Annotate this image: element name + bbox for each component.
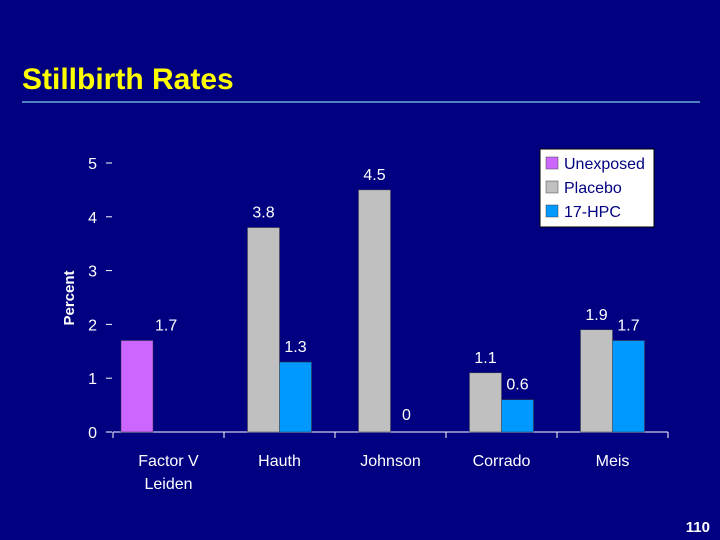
y-tick-label: 2 <box>88 317 97 334</box>
bar-placebo <box>469 372 502 433</box>
y-axis-label: Percent <box>61 270 78 325</box>
bar-unexposed <box>120 340 154 433</box>
x-tick-label: Johnson <box>360 453 421 470</box>
x-tick-label: Factor V <box>138 453 199 470</box>
legend-label: Unexposed <box>564 156 645 173</box>
page-number: 110 <box>685 519 710 536</box>
slide-title: Stillbirth Rates <box>22 63 234 96</box>
y-tick-label: 4 <box>88 210 97 227</box>
data-label: 1.1 <box>474 350 496 367</box>
bar-placebo <box>580 329 613 433</box>
data-label: 4.5 <box>363 167 385 184</box>
data-label: 1.7 <box>155 318 177 335</box>
bar-placebo <box>247 227 280 433</box>
data-label: 1.9 <box>585 307 607 324</box>
data-label: 1.3 <box>284 339 306 356</box>
x-tick-label: Leiden <box>144 476 192 493</box>
data-label: 1.7 <box>617 318 639 335</box>
bar-17-hpc <box>501 399 534 433</box>
x-tick-label: Meis <box>596 453 630 470</box>
x-tick-label: Corrado <box>473 453 531 470</box>
legend-swatch <box>545 204 559 218</box>
y-tick-label: 0 <box>88 425 97 442</box>
legend-label: Placebo <box>564 180 622 197</box>
legend-label: 17-HPC <box>564 204 621 221</box>
y-tick-label: 1 <box>88 371 97 388</box>
y-tick-label: 5 <box>88 156 97 173</box>
data-label: 0 <box>402 407 411 424</box>
x-tick-label: Hauth <box>258 453 301 470</box>
legend-swatch <box>545 180 559 194</box>
legend-box <box>539 148 655 228</box>
title-underline <box>22 101 700 103</box>
bar-17-hpc <box>279 361 312 433</box>
data-label: 3.8 <box>252 205 274 222</box>
legend-swatch <box>545 156 559 170</box>
bar-placebo <box>358 189 391 433</box>
y-tick-label: 3 <box>88 264 97 281</box>
data-label: 0.6 <box>506 377 528 394</box>
bar-17-hpc <box>612 340 645 433</box>
